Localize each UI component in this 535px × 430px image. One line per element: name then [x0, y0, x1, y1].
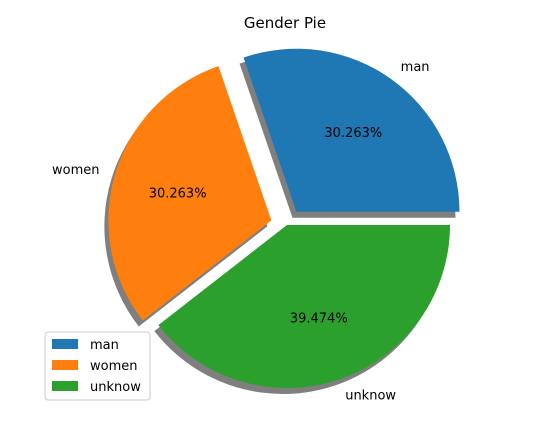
slice-man [243, 48, 460, 212]
legend-label-women: women [90, 359, 138, 374]
slice-label-man: man [401, 60, 430, 75]
legend-swatch-unknow [52, 381, 78, 391]
chart-title: Gender Pie [244, 14, 326, 32]
legend: man women unknow [44, 331, 151, 401]
legend-swatch-women [52, 360, 78, 370]
slice-label-women: women [52, 163, 100, 178]
pct-label-women: 30.263% [149, 186, 207, 201]
legend-label-man: man [90, 338, 119, 353]
pct-label-unknow: 39.474% [290, 312, 348, 327]
slice-women [108, 66, 272, 321]
pie-slices [108, 48, 460, 388]
slice-label-unknow: unknow [345, 389, 396, 404]
legend-swatch-man [52, 339, 78, 349]
legend-label-unknow: unknow [90, 380, 141, 395]
pct-label-man: 30.263% [324, 126, 382, 141]
slice-unknow [158, 225, 450, 388]
slice-labels: man 30.263% women 30.263% unknow 39.474% [52, 60, 430, 404]
